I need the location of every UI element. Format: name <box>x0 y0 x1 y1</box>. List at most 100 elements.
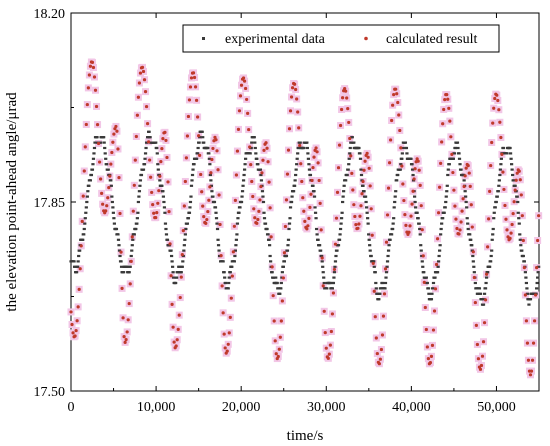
experimental-point <box>208 163 212 166</box>
experimental-point <box>109 179 113 182</box>
experimental-point <box>144 146 148 150</box>
experimental-point <box>215 222 219 225</box>
experimental-point <box>471 260 475 263</box>
calculated-point <box>483 298 488 302</box>
experimental-point <box>436 265 440 268</box>
calculated-point <box>529 369 534 373</box>
experimental-point <box>482 298 486 301</box>
calculated-point <box>234 173 239 177</box>
calculated-point <box>353 214 357 219</box>
calculated-point <box>420 228 424 232</box>
experimental-point <box>359 168 363 171</box>
calculated-point <box>278 335 282 339</box>
experimental-point <box>116 233 120 236</box>
experimental-point <box>76 260 80 263</box>
experimental-point <box>286 238 291 241</box>
experimental-point <box>162 206 167 209</box>
experimental-point <box>278 292 282 295</box>
calculated-point <box>449 135 453 139</box>
calculated-point <box>176 327 180 331</box>
calculated-point <box>144 104 149 109</box>
experimental-point <box>87 184 91 187</box>
calculated-point <box>339 107 344 112</box>
experimental-point <box>400 157 404 160</box>
experimental-point <box>517 222 521 225</box>
calculated-point <box>512 200 516 204</box>
experimental-point <box>535 281 539 285</box>
experimental-point <box>365 206 369 209</box>
experimental-point <box>522 260 526 263</box>
experimental-point <box>368 244 372 247</box>
experimental-point <box>242 173 246 177</box>
experimental-point <box>391 222 395 225</box>
experimental-point <box>141 168 146 171</box>
calculated-point <box>130 235 134 239</box>
calculated-point <box>131 209 135 213</box>
calculated-point <box>438 185 442 189</box>
legend-box <box>182 24 500 53</box>
calculated-point <box>450 152 454 156</box>
experimental-point <box>121 271 126 274</box>
legend-marker-calculated <box>364 36 368 41</box>
calculated-point <box>413 167 417 171</box>
experimental-point <box>316 238 320 241</box>
calculated-point <box>314 146 318 150</box>
experimental-point <box>198 136 202 139</box>
experimental-point <box>478 292 483 295</box>
calculated-point <box>233 198 237 202</box>
experimental-point <box>414 206 418 209</box>
experimental-point <box>236 217 240 220</box>
calculated-point <box>387 161 392 165</box>
experimental-point <box>90 168 95 171</box>
experimental-point <box>286 244 290 247</box>
calculated-point <box>194 98 199 102</box>
experimental-point <box>164 233 169 236</box>
calculated-point <box>463 174 467 178</box>
calculated-point <box>97 160 102 164</box>
experimental-point <box>491 233 495 236</box>
experimental-point <box>288 206 293 209</box>
calculated-point <box>498 120 502 124</box>
experimental-point <box>333 265 337 268</box>
experimental-point <box>465 206 469 209</box>
calculated-point <box>244 86 248 91</box>
calculated-point <box>237 109 242 113</box>
calculated-point <box>312 155 316 159</box>
calculated-point <box>391 103 395 107</box>
calculated-point <box>198 153 202 157</box>
calculated-point <box>228 315 232 319</box>
calculated-point <box>185 134 190 138</box>
experimental-point <box>232 260 236 263</box>
experimental-point <box>253 141 257 144</box>
experimental-point <box>76 265 80 268</box>
experimental-point <box>294 168 298 171</box>
calculated-point <box>138 71 143 75</box>
experimental-point <box>282 260 287 263</box>
x-tick-label: 20,000 <box>222 400 261 415</box>
experimental-point <box>459 168 463 171</box>
experimental-point <box>518 238 522 241</box>
experimental-point <box>405 152 409 155</box>
experimental-point <box>321 271 325 274</box>
calculated-point <box>361 179 365 184</box>
experimental-point <box>447 163 451 166</box>
calculated-point <box>132 183 136 187</box>
calculated-point <box>282 251 287 255</box>
calculated-point <box>455 226 459 231</box>
calculated-point <box>257 209 261 213</box>
x-axis-title: time/s <box>287 428 324 444</box>
experimental-point <box>325 287 329 290</box>
calculated-point <box>451 170 455 175</box>
calculated-point <box>107 186 111 190</box>
calculated-point <box>74 328 78 333</box>
calculated-point <box>345 96 349 100</box>
experimental-point <box>243 163 247 166</box>
calculated-point <box>525 341 530 345</box>
calculated-point <box>150 190 154 195</box>
experimental-point <box>442 211 446 214</box>
experimental-point <box>483 287 488 290</box>
experimental-point <box>294 173 298 177</box>
calculated-point <box>533 293 538 297</box>
calculated-point <box>499 135 503 140</box>
calculated-point <box>76 305 80 309</box>
